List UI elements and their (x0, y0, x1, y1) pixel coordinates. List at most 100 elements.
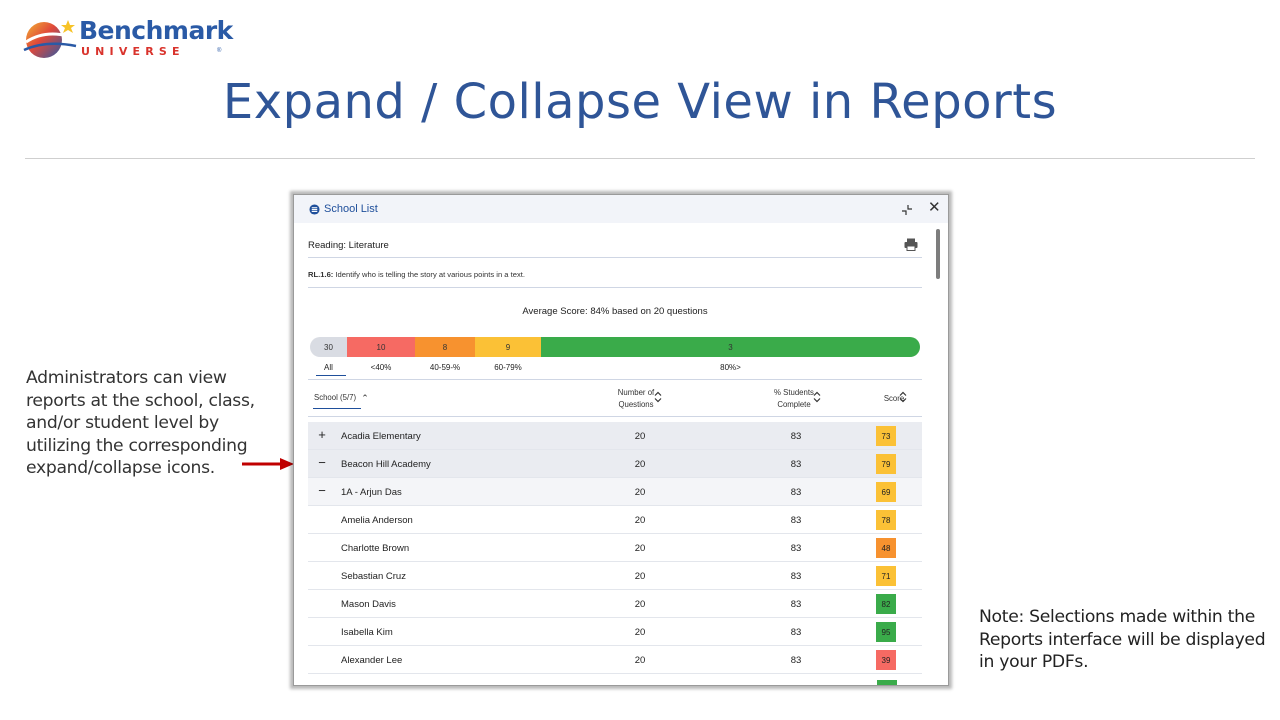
logo-subtitle: UNIVERSE (81, 45, 185, 58)
score-badge: 95 (876, 622, 896, 642)
column-number-of-questions-line1: Number of (617, 388, 655, 397)
minus-icon[interactable]: − (318, 455, 326, 470)
logo-wordmark: Benchmark (79, 16, 233, 45)
table-row-student[interactable]: Mason Davis 20 83 82 (308, 590, 922, 618)
average-score: Average Score: 84% based on 20 questions (522, 306, 708, 317)
plus-icon[interactable]: + (318, 427, 326, 442)
row-questions: 20 (634, 627, 646, 638)
score-badge: 39 (876, 650, 896, 670)
distribution-80-plus-segment[interactable]: 3 (541, 337, 920, 357)
standard-text: Identify who is telling the story at var… (333, 270, 525, 279)
row-name: Sebastian Cruz (341, 571, 406, 582)
sort-icon[interactable] (654, 391, 662, 403)
subject-row: Reading: Literature (308, 227, 922, 258)
globe-logo-icon (23, 20, 77, 58)
standard-row: RL.1.6: Identify who is telling the stor… (308, 259, 922, 288)
filter-80-plus[interactable]: 80%> (720, 363, 741, 372)
distribution-all-segment[interactable]: 30 (310, 337, 347, 357)
filter-all-underline (316, 375, 346, 376)
distribution-40-59-segment[interactable]: 8 (415, 337, 475, 357)
row-questions: 20 (634, 599, 646, 610)
row-percent-complete: 83 (790, 655, 802, 666)
left-note: Administrators can view reports at the s… (26, 368, 255, 478)
row-name: Alexander Lee (341, 655, 403, 666)
sort-icon[interactable]: ⌃ (361, 393, 369, 403)
score-badge: 69 (876, 482, 896, 502)
row-percent-complete: 83 (790, 515, 802, 526)
table-row-student[interactable]: Alexander Lee 20 83 39 (308, 646, 922, 674)
filter-below-40[interactable]: <40% (370, 363, 392, 372)
row-percent-complete: 83 (790, 571, 802, 582)
school-list-window: School List ✕ Reading: Literature RL.1.6… (293, 194, 949, 686)
close-icon[interactable]: ✕ (928, 199, 941, 216)
row-questions: 20 (634, 571, 646, 582)
title-divider (25, 158, 1255, 159)
pointer-arrow-icon (242, 458, 294, 470)
table-row-student[interactable]: Isabella Kim 20 83 95 (308, 618, 922, 646)
sort-icon[interactable] (813, 391, 821, 403)
collapse-icon[interactable] (900, 203, 914, 217)
filter-60-79[interactable]: 60-79% (494, 363, 522, 372)
score-badge: 82 (876, 594, 896, 614)
filter-all[interactable]: All (324, 363, 333, 372)
row-percent-complete: 83 (790, 627, 802, 638)
row-questions: 20 (634, 459, 646, 470)
window-header: School List ✕ (294, 195, 948, 223)
table-row-school[interactable]: − Beacon Hill Academy 20 83 79 (308, 450, 922, 478)
table-row-school[interactable]: + Acadia Elementary 20 83 73 (308, 422, 922, 450)
benchmark-logo: Benchmark UNIVERSE ® (22, 14, 233, 66)
logo-trademark: ® (217, 48, 222, 54)
column-number-of-questions[interactable]: Number of Questions (606, 387, 666, 411)
slide-title: Expand / Collapse View in Reports (222, 74, 1058, 130)
school-list-icon (309, 203, 320, 215)
window-title: School List (309, 203, 378, 215)
row-name: Amelia Anderson (341, 515, 413, 526)
distribution-60-79-segment[interactable]: 9 (475, 337, 541, 357)
column-school-underline (313, 408, 361, 409)
row-percent-complete: 83 (790, 459, 802, 470)
row-name: 1A - Arjun Das (341, 487, 402, 498)
row-questions: 20 (634, 515, 646, 526)
table-row-student[interactable]: Charlotte Brown 20 83 48 (308, 534, 922, 562)
column-percent-complete[interactable]: % Students Complete (764, 387, 824, 411)
row-name: Acadia Elementary (341, 431, 421, 442)
score-distribution-bar: 30 10 8 9 3 (310, 337, 920, 357)
column-percent-complete-line1: % Students (774, 388, 814, 397)
row-questions: 20 (634, 543, 646, 554)
row-name: Beacon Hill Academy (341, 459, 431, 470)
row-questions: 20 (634, 655, 646, 666)
row-questions: 20 (634, 487, 646, 498)
row-percent-complete: 83 (790, 487, 802, 498)
table-header: School (5/7) ⌃ Number of Questions % Stu… (308, 379, 922, 417)
row-percent-complete: 83 (790, 543, 802, 554)
score-badge: 79 (876, 454, 896, 474)
standard-description: RL.1.6: Identify who is telling the stor… (308, 270, 525, 279)
subject-label: Reading: Literature (308, 240, 389, 251)
column-school[interactable]: School (5/7) ⌃ (314, 391, 369, 404)
table-row-class[interactable]: − 1A - Arjun Das 20 83 69 (308, 478, 922, 506)
distribution-below-40-segment[interactable]: 10 (347, 337, 415, 357)
scrollbar-thumb[interactable] (936, 229, 940, 279)
minus-icon[interactable]: − (318, 483, 326, 498)
score-badge: 71 (876, 566, 896, 586)
score-badge: 48 (876, 538, 896, 558)
score-badge: 73 (876, 426, 896, 446)
partial-score-badge (877, 680, 897, 685)
table-row-student[interactable]: Sebastian Cruz 20 83 71 (308, 562, 922, 590)
sort-icon[interactable] (899, 391, 907, 403)
column-percent-complete-line2: Complete (777, 400, 811, 409)
window-title-text: School List (324, 203, 378, 215)
table-row-student[interactable]: Amelia Anderson 20 83 78 (308, 506, 922, 534)
column-school-label: School (5/7) (314, 393, 357, 402)
row-name: Charlotte Brown (341, 543, 410, 554)
standard-code: RL.1.6: (308, 270, 334, 279)
row-percent-complete: 83 (790, 599, 802, 610)
row-percent-complete: 83 (790, 431, 802, 442)
row-questions: 20 (634, 431, 646, 442)
score-badge: 78 (876, 510, 896, 530)
column-score[interactable]: Score (883, 394, 905, 403)
print-icon[interactable] (904, 238, 918, 251)
filter-40-59[interactable]: 40-59-% (429, 363, 461, 372)
row-name: Mason Davis (341, 599, 396, 610)
row-name: Isabella Kim (341, 627, 393, 638)
